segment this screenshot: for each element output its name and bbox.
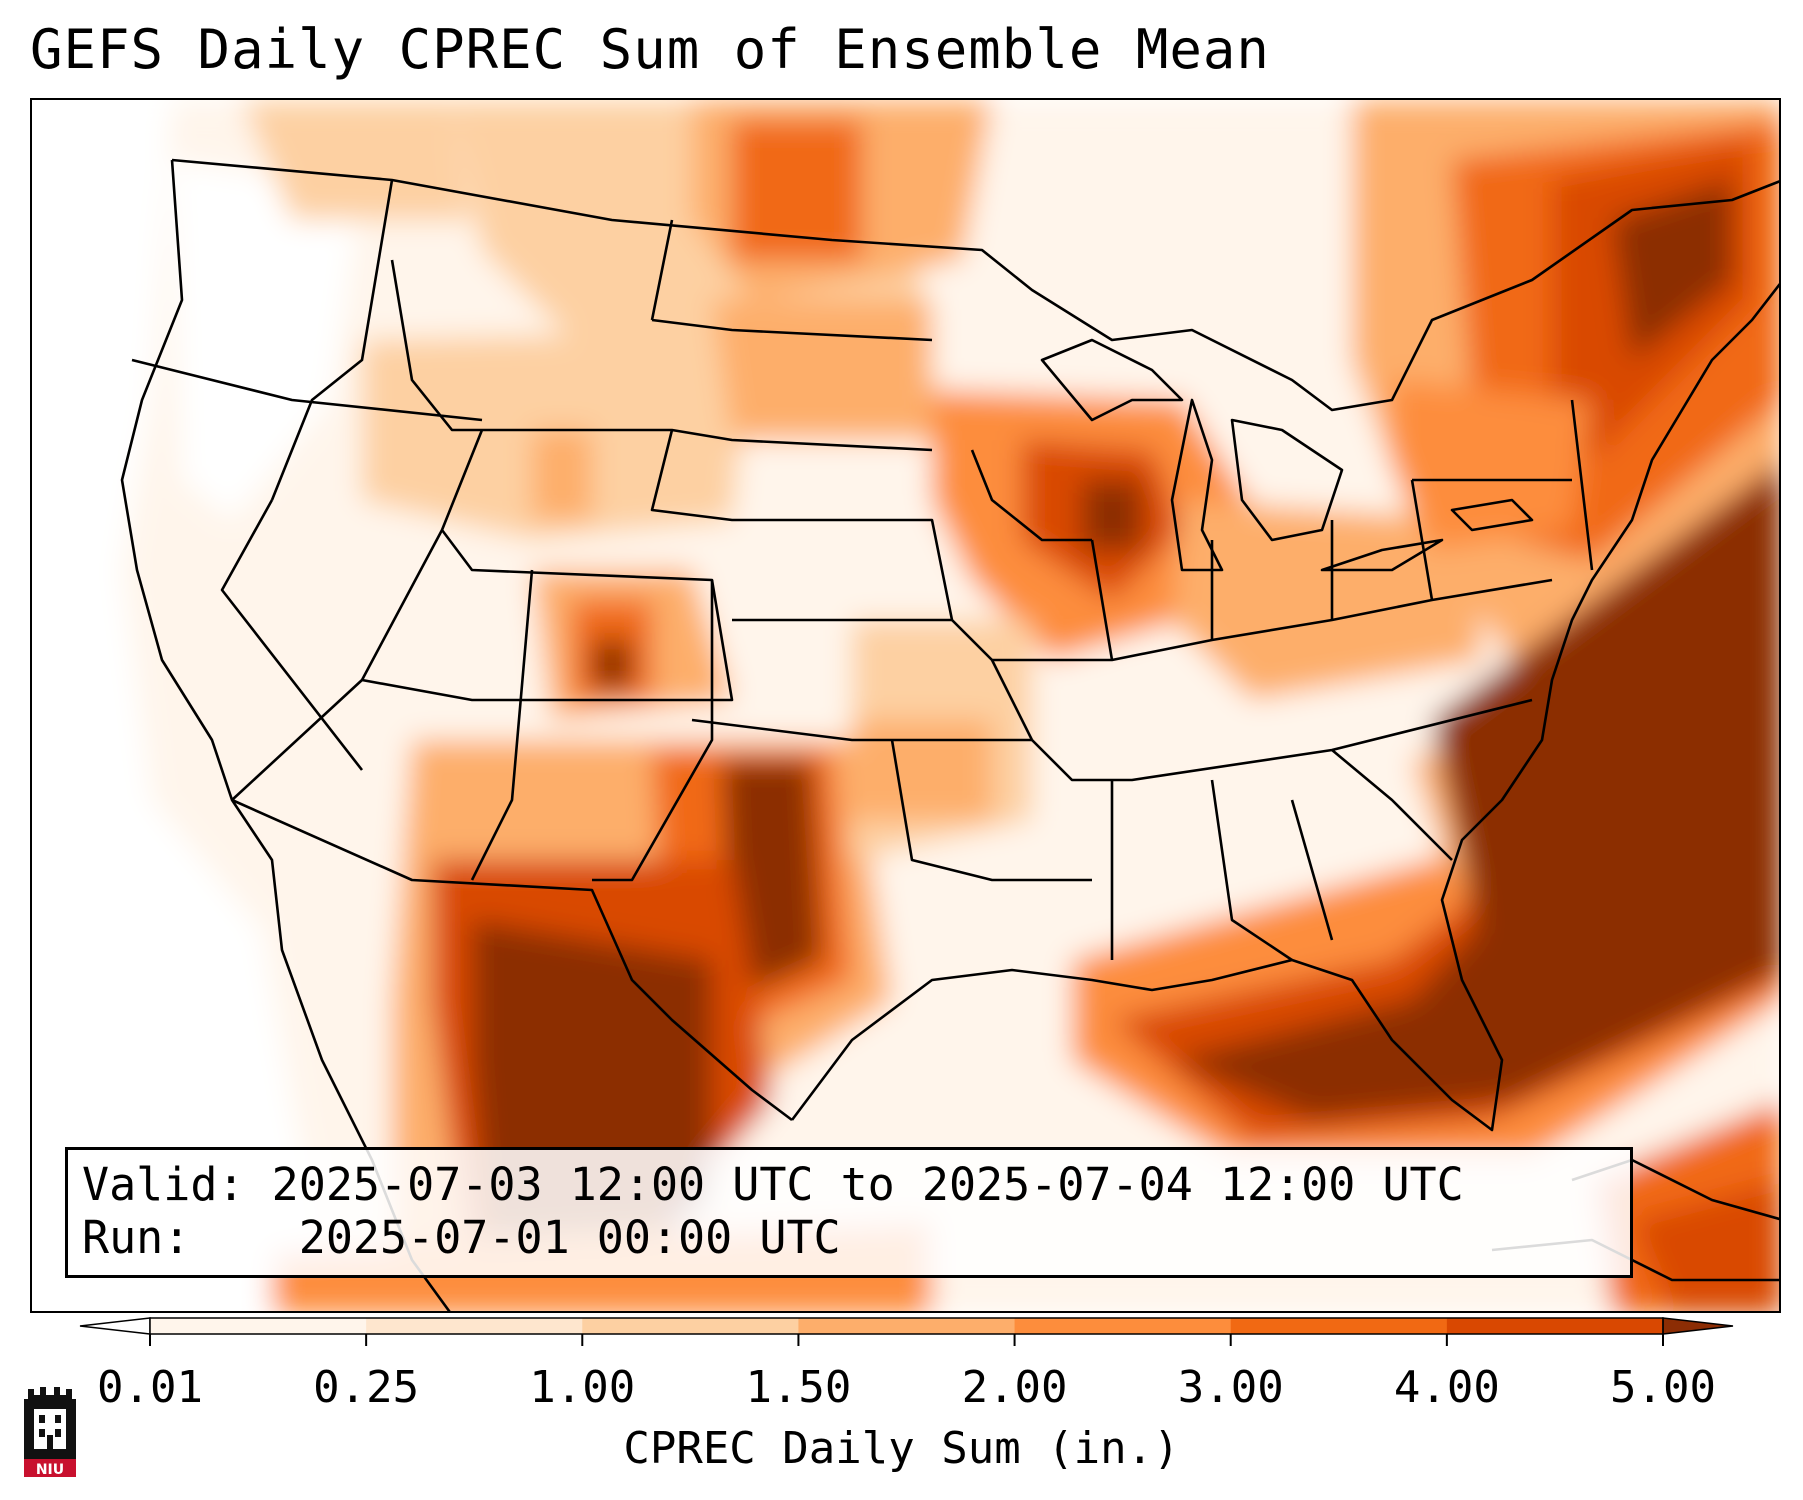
valid-time-range: 2025-07-03 12:00 UTC to 2025-07-04 12:00…: [271, 1158, 1464, 1211]
colorbar-tick-label: 2.00: [961, 1362, 1068, 1413]
colorbar-extend-max: [1662, 1317, 1734, 1335]
niu-logo: NIU: [20, 1385, 80, 1484]
colorbar-extend-min: [79, 1317, 151, 1335]
precip-field: [32, 100, 1779, 1311]
colorbar-segment: [1446, 1318, 1664, 1334]
colorbar-segment: [150, 1318, 367, 1334]
colorbar-label: CPREC Daily Sum (in.): [623, 1423, 1180, 1474]
map-canvas: [32, 100, 1779, 1311]
colorbar-segment: [582, 1318, 799, 1334]
colorbar-tick-label: 0.01: [97, 1362, 203, 1413]
run-label: Run:: [82, 1211, 191, 1264]
colorbar-tick-label: 0.25: [313, 1362, 420, 1413]
svg-text:NIU: NIU: [36, 1462, 64, 1478]
colorbar-outline: [149, 1317, 1664, 1335]
colorbar-tick-label: 5.00: [1610, 1362, 1716, 1413]
map-title: GEFS Daily CPREC Sum of Ensemble Mean: [30, 18, 1270, 81]
colorbar-segment: [1230, 1318, 1448, 1334]
colorbar-tick-label: 1.00: [529, 1362, 636, 1413]
valid-run-info-box: Valid: 2025-07-03 12:00 UTC to 2025-07-0…: [65, 1147, 1633, 1278]
colorbar-tick-label: 1.50: [745, 1362, 852, 1413]
colorbar-tick-label: 4.00: [1393, 1362, 1500, 1413]
state-borders: [120, 158, 1779, 1311]
run-time: 2025-07-01 00:00 UTC: [298, 1211, 841, 1264]
colorbar-segment: [798, 1318, 1016, 1334]
precipitation-map: [30, 98, 1781, 1313]
colorbar-tick-label: 3.00: [1177, 1362, 1284, 1413]
colorbar-segment: [1014, 1318, 1232, 1334]
colorbar-segment: [366, 1318, 583, 1334]
valid-label: Valid:: [82, 1158, 245, 1211]
